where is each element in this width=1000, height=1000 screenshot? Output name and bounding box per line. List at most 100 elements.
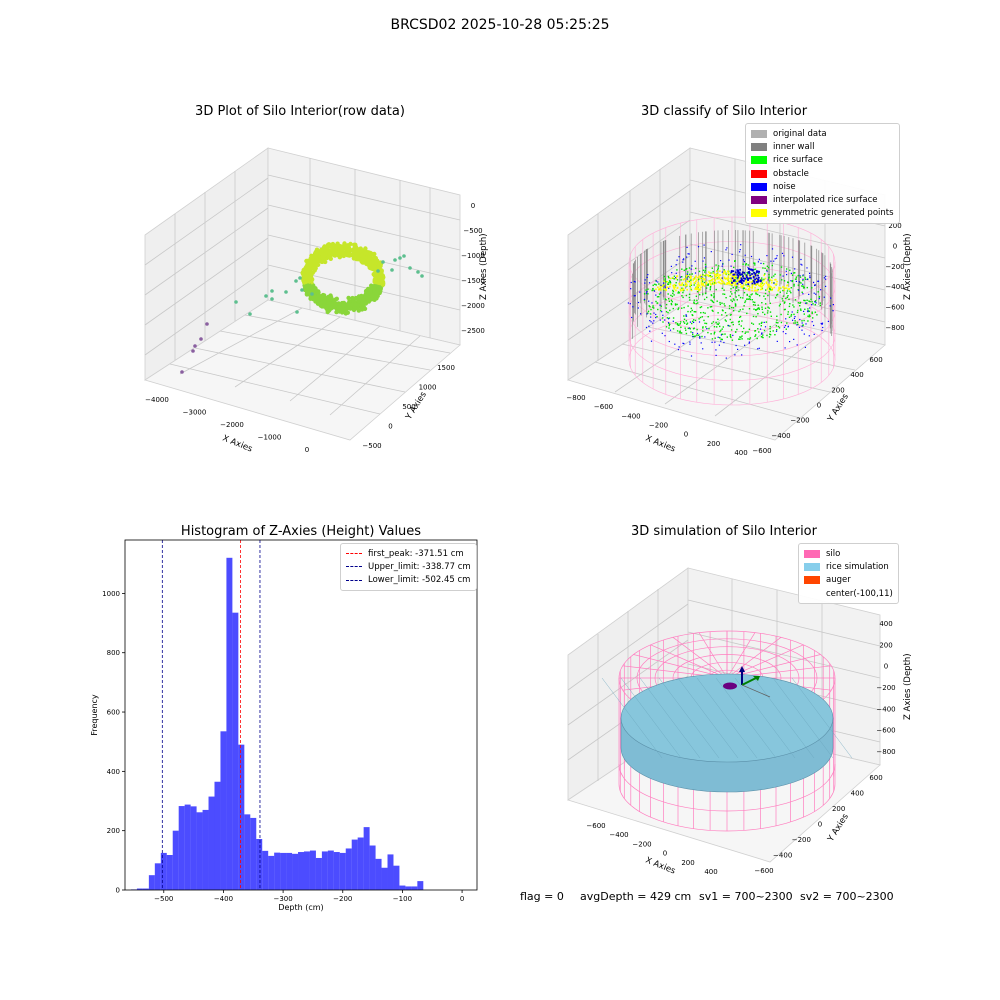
rice-surface-point: [717, 323, 719, 326]
histogram-xlabel: Depth (cm): [278, 903, 323, 912]
rice-surface-point: [682, 321, 685, 323]
noise-point: [653, 290, 656, 292]
noise-point: [809, 275, 811, 277]
noise-cluster-point: [730, 271, 733, 274]
legend-entry: Upper_limit: -338.77 cm: [346, 560, 471, 573]
y-tick-label: −400: [771, 432, 790, 440]
rice-surface-point: [668, 300, 671, 302]
rice-surface-point: [702, 273, 704, 276]
noise-cluster-point: [754, 273, 757, 275]
ring-point: [369, 252, 374, 257]
rice-surface-point: [725, 320, 727, 322]
noise-cluster-point: [756, 270, 758, 273]
silo-lid-spoke: [726, 637, 782, 679]
symmetric-point: [759, 284, 762, 287]
rice-surface-point: [702, 330, 704, 332]
histogram-bar: [172, 830, 179, 890]
x-tick-label: 400: [734, 449, 747, 457]
y-tick-label: 1000: [419, 384, 437, 392]
rice-surface-point: [741, 335, 743, 337]
noise-point: [783, 255, 785, 257]
ring-point: [321, 245, 327, 250]
noise-point: [793, 338, 795, 340]
symmetric-point: [705, 281, 708, 284]
noise-point: [832, 310, 834, 312]
noise-point: [661, 332, 663, 334]
rice-surface-point: [723, 293, 726, 295]
symmetric-point: [733, 276, 735, 278]
rice-surface-point: [681, 287, 683, 289]
noise-point: [655, 313, 657, 316]
ring-point: [346, 295, 351, 301]
rice-surface-point: [670, 299, 673, 301]
ring-point: [353, 244, 358, 249]
rice-surface-point: [729, 295, 731, 297]
stray-point: [298, 276, 302, 280]
rice-surface-point: [655, 300, 657, 303]
rice-surface-point: [786, 268, 788, 270]
ring-point: [326, 244, 331, 249]
rice-surface-point: [742, 287, 745, 290]
rice-surface-point: [672, 307, 674, 310]
symmetric-point: [755, 279, 758, 282]
rice-surface-point: [802, 275, 804, 277]
rice-surface-point: [677, 308, 679, 311]
y-tick-label: 200: [107, 827, 120, 835]
legend-swatch: [751, 196, 767, 205]
rice-surface-point: [744, 301, 746, 304]
rice-surface-point: [761, 277, 763, 279]
noise-point: [799, 318, 801, 321]
rice-surface-point: [744, 273, 746, 275]
symmetric-point: [697, 287, 700, 290]
legend-swatch: [751, 142, 767, 151]
rice-surface-point: [769, 325, 771, 328]
noise-cluster-point: [760, 280, 762, 283]
rice-surface-point: [714, 337, 716, 339]
rice-surface-point: [738, 294, 740, 297]
ring-point: [359, 252, 364, 258]
histogram-bar: [202, 809, 209, 890]
rice-surface-point: [732, 298, 735, 300]
rice-surface-point: [702, 327, 704, 329]
noise-point: [781, 252, 784, 254]
symmetric-point: [767, 284, 769, 286]
symmetric-point: [703, 285, 706, 287]
symmetric-point: [666, 286, 669, 289]
rice-surface-point: [674, 303, 677, 305]
silo-lid-spoke: [726, 632, 756, 679]
noise-point: [683, 343, 685, 345]
rice-mesh-line: [734, 677, 796, 759]
x-tick-label: −2000: [220, 421, 244, 429]
noise-point: [689, 341, 691, 343]
symmetric-point: [730, 283, 733, 285]
rice-surface-point: [739, 336, 741, 338]
stray-point: [284, 290, 288, 294]
noise-point: [758, 347, 760, 349]
histogram-bar: [184, 804, 191, 890]
rice-surface-point: [672, 317, 675, 319]
symmetric-point: [735, 284, 737, 287]
rice-surface-point: [679, 323, 681, 325]
symmetric-point: [747, 281, 750, 284]
noise-cluster-point: [736, 273, 739, 276]
rice-surface-point: [788, 298, 790, 301]
rice-surface-point: [756, 308, 758, 311]
ring-point: [321, 257, 327, 262]
symmetric-point: [747, 285, 749, 287]
noise-point: [821, 329, 823, 332]
stray-point: [270, 297, 274, 301]
ring-point: [313, 286, 318, 292]
rice-surface-point: [676, 330, 679, 332]
rice-surface-point: [697, 334, 700, 336]
ring-point: [337, 255, 342, 260]
y-tick-label: 200: [832, 805, 845, 813]
rice-surface-point: [717, 268, 719, 271]
legend-label: original data: [773, 128, 827, 139]
rice-surface-point: [740, 336, 742, 338]
noise-point: [808, 293, 810, 295]
noise-point: [798, 281, 800, 283]
legend-label: Upper_limit: -338.77 cm: [368, 561, 471, 572]
rice-surface-point: [710, 306, 713, 308]
symmetric-point: [689, 275, 692, 278]
